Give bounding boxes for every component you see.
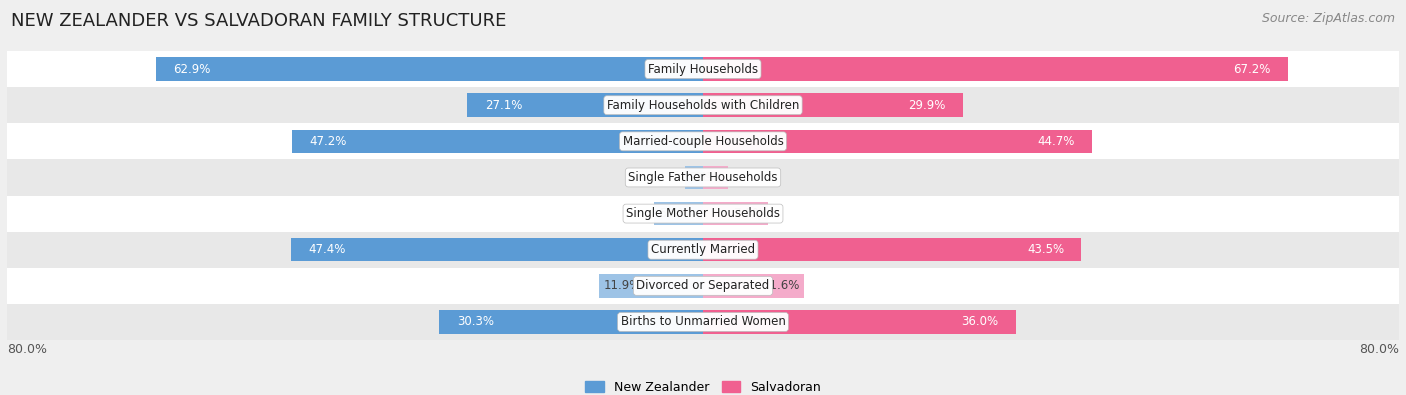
Text: 43.5%: 43.5% xyxy=(1026,243,1064,256)
Bar xyxy=(599,274,703,297)
Bar xyxy=(156,57,703,81)
Bar xyxy=(685,166,703,189)
Text: Single Mother Households: Single Mother Households xyxy=(626,207,780,220)
Bar xyxy=(7,51,1399,87)
Text: 47.4%: 47.4% xyxy=(308,243,346,256)
Text: Source: ZipAtlas.com: Source: ZipAtlas.com xyxy=(1261,12,1395,25)
Text: 62.9%: 62.9% xyxy=(173,62,211,75)
Bar xyxy=(654,202,703,225)
Text: Single Father Households: Single Father Households xyxy=(628,171,778,184)
Bar xyxy=(7,87,1399,123)
Bar xyxy=(467,94,703,117)
Legend: New Zealander, Salvadoran: New Zealander, Salvadoran xyxy=(585,381,821,394)
Text: Divorced or Separated: Divorced or Separated xyxy=(637,279,769,292)
Text: 80.0%: 80.0% xyxy=(7,343,46,356)
Text: 80.0%: 80.0% xyxy=(1360,343,1399,356)
Text: 2.9%: 2.9% xyxy=(695,171,724,184)
Text: 47.2%: 47.2% xyxy=(309,135,347,148)
Text: 36.0%: 36.0% xyxy=(962,316,998,329)
Text: NEW ZEALANDER VS SALVADORAN FAMILY STRUCTURE: NEW ZEALANDER VS SALVADORAN FAMILY STRUC… xyxy=(11,12,506,30)
Bar xyxy=(7,123,1399,160)
Bar xyxy=(7,268,1399,304)
Bar xyxy=(703,94,963,117)
Text: 2.1%: 2.1% xyxy=(689,171,718,184)
Bar xyxy=(7,231,1399,268)
Text: Currently Married: Currently Married xyxy=(651,243,755,256)
Bar xyxy=(703,238,1081,261)
Bar xyxy=(291,238,703,261)
Text: 11.6%: 11.6% xyxy=(762,279,800,292)
Bar xyxy=(703,274,804,297)
Text: 5.6%: 5.6% xyxy=(658,207,689,220)
Text: 67.2%: 67.2% xyxy=(1233,62,1270,75)
Text: Married-couple Households: Married-couple Households xyxy=(623,135,783,148)
Bar xyxy=(703,57,1288,81)
Text: 29.9%: 29.9% xyxy=(908,99,946,112)
Bar xyxy=(703,166,728,189)
Text: 11.9%: 11.9% xyxy=(603,279,641,292)
Bar xyxy=(292,130,703,153)
Bar xyxy=(7,160,1399,196)
Text: Family Households with Children: Family Households with Children xyxy=(607,99,799,112)
Text: 30.3%: 30.3% xyxy=(457,316,494,329)
Bar xyxy=(703,202,768,225)
Bar xyxy=(7,196,1399,231)
Text: Family Households: Family Households xyxy=(648,62,758,75)
Text: 7.5%: 7.5% xyxy=(734,207,763,220)
Bar xyxy=(703,310,1017,334)
Text: Births to Unmarried Women: Births to Unmarried Women xyxy=(620,316,786,329)
Bar xyxy=(440,310,703,334)
Text: 27.1%: 27.1% xyxy=(485,99,522,112)
Bar xyxy=(703,130,1092,153)
Bar xyxy=(7,304,1399,340)
Text: 44.7%: 44.7% xyxy=(1038,135,1074,148)
